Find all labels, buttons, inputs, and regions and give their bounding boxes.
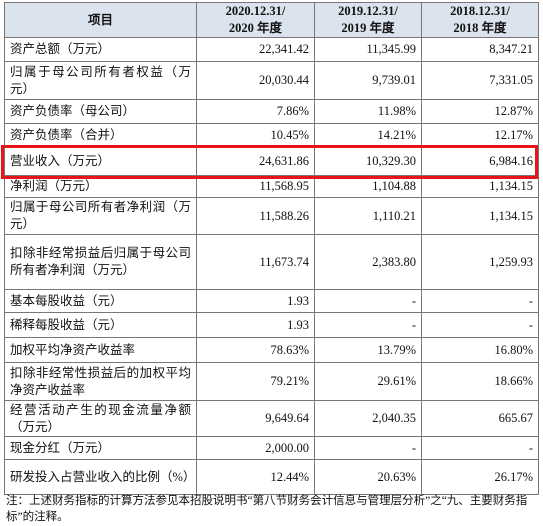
value-cell: 20,030.44 xyxy=(196,61,315,100)
table-row: 基本每股收益（元） 1.93- - xyxy=(4,289,539,313)
value-cell: 14.21% xyxy=(314,123,422,148)
label-cell: 资产负债率（合并） xyxy=(4,123,197,148)
table-row: 研发投入占营业收入的比例（%） 12.44% 20.63% 26.17% xyxy=(4,459,539,495)
label-cell: 经营活动产生的现金流量净额（万元） xyxy=(4,400,197,437)
label-cell: 加权平均净资产收益率 xyxy=(4,337,197,363)
value-cell: 1.93 xyxy=(196,312,315,338)
value-cell: 20.63% xyxy=(314,459,422,495)
value-cell: 1,110.21 xyxy=(314,197,422,235)
value-cell: 12.87% xyxy=(421,99,539,124)
table-row: 资产负债率（母公司） 7.86% 11.98% 12.87% xyxy=(4,99,539,124)
value-cell: 9,739.01 xyxy=(314,61,422,100)
value-cell: - xyxy=(421,312,539,338)
header-cell: 项目 xyxy=(4,2,197,38)
table-row: 扣除非经常性损益后的加权平均净资产收益率 79.21% 29.61% 18.66% xyxy=(4,362,539,401)
value-cell: 1.93 xyxy=(196,289,315,313)
value-cell: 11,568.95 xyxy=(196,175,315,198)
value-cell: 26.17% xyxy=(421,459,539,495)
value-cell: 2,040.35 xyxy=(314,400,422,437)
value-cell: 18.66% xyxy=(421,362,539,401)
value-cell: 2,000.00 xyxy=(196,436,315,460)
value-cell: - xyxy=(314,312,422,338)
label-cell: 研发投入占营业收入的比例（%） xyxy=(4,459,197,495)
value-cell: 9,649.64 xyxy=(196,400,315,437)
table-row: 归属于母公司所有者净利润（万元） 11,588.26 1,110.21 1,134.1… xyxy=(4,197,539,235)
value-cell: 29.61% xyxy=(314,362,422,401)
value-cell: 1,259.93 xyxy=(421,234,539,290)
value-cell: 7.86% xyxy=(196,99,315,124)
value-cell: - xyxy=(314,436,422,460)
value-cell: 7,331.05 xyxy=(421,61,539,100)
label-cell: 归属于母公司所有者净利润（万元） xyxy=(4,197,197,235)
value-cell: 665.67 xyxy=(421,400,539,437)
table-row: 扣除非经常损益后归属于母公司所有者净利润（万元） 11,673.74 2,383.8… xyxy=(4,234,539,290)
value-cell: 10.45% xyxy=(196,123,315,148)
value-cell: 1,104.88 xyxy=(314,175,422,198)
value-cell: 22,341.42 xyxy=(196,37,315,62)
label-cell: 稀释每股收益（元） xyxy=(4,312,197,338)
value-cell: 11.98% xyxy=(314,99,422,124)
table-row: 净利润（万元） 11,568.95 1,104.88 1,134.15 xyxy=(4,175,539,198)
value-cell: 12.44% xyxy=(196,459,315,495)
value-cell: - xyxy=(421,289,539,313)
label-cell: 扣除非经常损益后归属于母公司所有者净利润（万元） xyxy=(4,234,197,290)
value-cell: 78.63% xyxy=(196,337,315,363)
header-cell: 2020.12.31/ 2020 年度 xyxy=(196,2,315,38)
label-cell: 资产负债率（母公司） xyxy=(4,99,197,124)
value-cell: 2,383.80 xyxy=(314,234,422,290)
header-cell: 2018.12.31/ 2018 年度 xyxy=(421,2,539,38)
footnote: 注：上述财务指标的计算方法参见本招股说明书“第八节财务会计信息与管理层分析”之“… xyxy=(6,495,528,523)
value-cell: 13.79% xyxy=(314,337,422,363)
table-row: 资产总额（万元） 22,341.42 11,345.99 8,347.21 xyxy=(4,37,539,62)
value-cell: 8,347.21 xyxy=(421,37,539,62)
label-cell: 基本每股收益（元） xyxy=(4,289,197,313)
value-cell: 11,345.99 xyxy=(314,37,422,62)
value-cell: 11,588.26 xyxy=(196,197,315,235)
value-cell: 10,329.30 xyxy=(314,147,422,176)
financial-table: 项目 2020.12.31/ 2020 年度 2019.12.31/ 2019 年度… xyxy=(4,2,539,495)
header-cell: 2019.12.31/ 2019 年度 xyxy=(314,2,422,38)
value-cell: - xyxy=(421,436,539,460)
label-cell: 资产总额（万元） xyxy=(4,37,197,62)
value-cell: 12.17% xyxy=(421,123,539,148)
table-row: 稀释每股收益（元） 1.93- - xyxy=(4,312,539,338)
table-row: 现金分红（万元） 2,000.00- - xyxy=(4,436,539,460)
value-cell: 6,984.16 xyxy=(421,147,539,176)
value-cell: 79.21% xyxy=(196,362,315,401)
value-cell: 16.80% xyxy=(421,337,539,363)
value-cell: 11,673.74 xyxy=(196,234,315,290)
value-cell: 1,134.15 xyxy=(421,175,539,198)
table-row: 经营活动产生的现金流量净额（万元） 9,649.64 2,040.35 665.67 xyxy=(4,400,539,437)
table-wrap: 项目 2020.12.31/ 2020 年度 2019.12.31/ 2019 年度… xyxy=(4,2,539,495)
label-cell: 净利润（万元） xyxy=(4,175,197,198)
table-row: 加权平均净资产收益率 78.63% 13.79% 16.80% xyxy=(4,337,539,363)
table-row: 营业收入（万元） 24,631.86 10,329.30 6,984.16 xyxy=(4,147,539,176)
table-row: 归属于母公司所有者权益（万元） 20,030.44 9,739.01 7,331.05 xyxy=(4,61,539,100)
value-cell: - xyxy=(314,289,422,313)
label-cell: 营业收入（万元） xyxy=(4,147,197,176)
label-cell: 现金分红（万元） xyxy=(4,436,197,460)
label-cell: 扣除非经常性损益后的加权平均净资产收益率 xyxy=(4,362,197,401)
header-row: 项目 2020.12.31/ 2020 年度 2019.12.31/ 2019 年度… xyxy=(4,2,539,38)
table-row: 资产负债率（合并） 10.45% 14.21% 12.17% xyxy=(4,123,539,148)
label-cell: 归属于母公司所有者权益（万元） xyxy=(4,61,197,100)
value-cell: 1,134.15 xyxy=(421,197,539,235)
value-cell: 24,631.86 xyxy=(196,147,315,176)
